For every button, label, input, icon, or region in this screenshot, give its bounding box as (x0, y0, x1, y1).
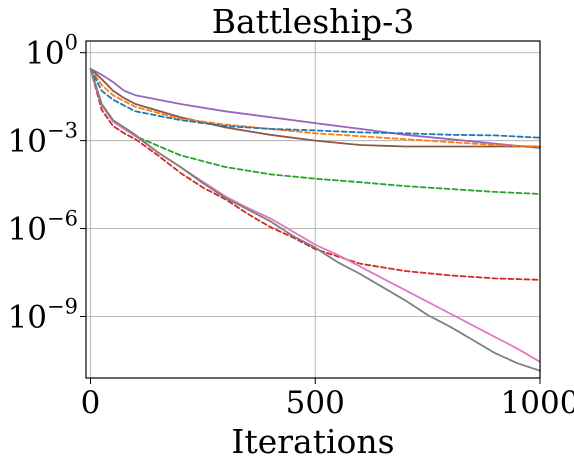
x-axis-label: Iterations (231, 422, 394, 461)
x-tick-label: 500 (286, 385, 345, 421)
y-tick-label: 10−9 (8, 294, 78, 335)
series-line-2 (89, 67, 541, 148)
y-tick-label: 10−3 (8, 119, 78, 160)
grid-lines (86, 41, 541, 378)
y-tick-exponent: −3 (47, 119, 78, 143)
series-line-8 (89, 67, 541, 372)
series-line-1 (89, 67, 541, 149)
y-tick-exponent: −6 (47, 207, 78, 231)
series-line-7 (89, 67, 541, 363)
y-tick-label: 100 (25, 31, 78, 72)
y-tick-base: 10 (8, 212, 47, 248)
plot-frame (85, 40, 541, 379)
x-axis-ticks: 0 500 1000 (81, 378, 574, 421)
y-tick-base: 10 (25, 36, 64, 72)
y-tick-base: 10 (8, 299, 47, 335)
y-tick-label: 10−6 (8, 207, 78, 248)
y-tick-exponent: 0 (65, 31, 78, 55)
series-line-6 (89, 67, 541, 281)
y-tick-exponent: −9 (47, 294, 78, 318)
x-tick-label: 1000 (501, 385, 574, 421)
series-line-3 (89, 67, 541, 148)
y-tick-base: 10 (8, 124, 47, 160)
series-line-4 (89, 67, 541, 139)
x-tick-label: 0 (81, 385, 101, 421)
chart-title: Battleship-3 (212, 2, 415, 41)
series-lines (89, 67, 541, 372)
